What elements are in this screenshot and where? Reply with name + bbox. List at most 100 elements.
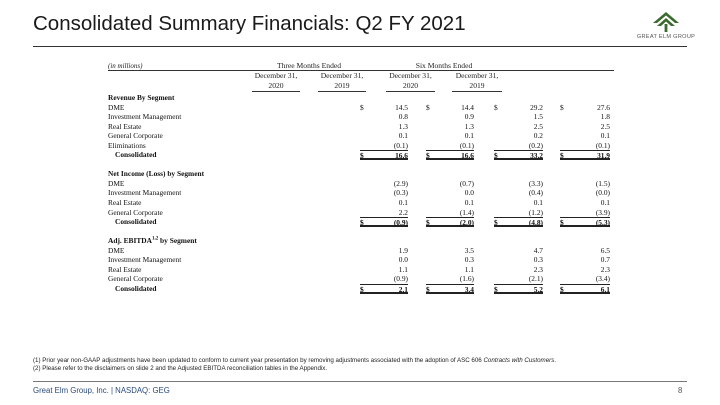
- value-cell: (1.6): [426, 274, 474, 284]
- footnote-2: (2) Please refer to the disclaimers on s…: [33, 365, 328, 373]
- value: 27.6: [597, 102, 610, 112]
- section-title: Net Income (Loss) by Segment: [108, 169, 205, 179]
- dollar-sign: $: [426, 151, 430, 161]
- value-cell: 0.8: [360, 112, 408, 122]
- value: 16.6: [461, 151, 474, 161]
- value: 2.5: [600, 121, 610, 131]
- value-cell: 2.3: [494, 265, 543, 275]
- value-cell: (0.4): [494, 188, 543, 198]
- value: (0.9): [393, 218, 408, 228]
- value: 0.7: [600, 255, 610, 265]
- value-cell: (0.2): [494, 141, 543, 151]
- value: (3.4): [595, 274, 610, 284]
- tree-logo-icon: [653, 12, 679, 32]
- row-label: Consolidated: [115, 283, 157, 293]
- table-row: Investment Management 0.8 0.9 1.5 1.8: [108, 112, 614, 122]
- value: (0.3): [393, 188, 408, 198]
- value: 3.4: [464, 284, 474, 294]
- dollar-sign: $: [360, 102, 364, 112]
- financial-table: Revenue By Segment DME $14.5 $14.4 $29.2 $27.…: [108, 93, 614, 294]
- value-cell: 1.3: [360, 122, 408, 132]
- value: (1.4): [459, 207, 474, 217]
- total-row: Consolidated $16.6 $16.6 $33.2 $31.9: [108, 150, 614, 161]
- logo-wordmark: GREAT ELM GROUP: [636, 34, 696, 40]
- table-row: DME $14.5 $14.4 $29.2 $27.6: [108, 103, 614, 113]
- footnotes: (1) Prior year non-GAAP adjustments have…: [33, 357, 556, 374]
- value-cell: 0.1: [360, 198, 408, 208]
- value: 0.0: [464, 188, 474, 198]
- value: 1.8: [600, 112, 610, 122]
- value-cell: 0.0: [426, 188, 474, 198]
- value: 31.9: [597, 151, 610, 161]
- value: (2.9): [393, 178, 408, 188]
- value-cell: $27.6: [560, 103, 610, 113]
- dollar-sign: $: [560, 284, 564, 294]
- value-cell: (0.1): [426, 141, 474, 151]
- value: 6.1: [600, 284, 610, 294]
- row-label: Eliminations: [108, 140, 146, 150]
- value-cell: (0.9): [360, 274, 408, 284]
- value-cell: (3.9): [560, 208, 610, 218]
- value: 0.1: [600, 198, 610, 208]
- value-cell: (1.5): [560, 179, 610, 189]
- value: (1.5): [595, 178, 610, 188]
- total-row: Consolidated $ (0.9) $ (2.0) $ (4.8) $ (5.3): [108, 217, 614, 228]
- dollar-sign: $: [560, 151, 564, 161]
- value-cell: 3.5: [426, 246, 474, 256]
- value-cell: 0.1: [560, 131, 610, 141]
- value-cell: (3.4): [560, 274, 610, 284]
- value-cell: (2.9): [360, 179, 408, 189]
- dollar-sign: $: [360, 218, 364, 228]
- value-cell: 1.8: [560, 112, 610, 122]
- row-label: Real Estate: [108, 264, 142, 274]
- value-cell: 1.9: [360, 246, 408, 256]
- value: 0.1: [398, 131, 408, 141]
- value: 2.3: [600, 264, 610, 274]
- value-cell: $ (2.0): [426, 217, 474, 228]
- value-cell: 0.7: [560, 255, 610, 265]
- value-cell: (0.3): [360, 188, 408, 198]
- value-cell: (1.4): [426, 208, 474, 218]
- value: (4.8): [528, 218, 543, 228]
- value: (2.0): [459, 218, 474, 228]
- dollar-sign: $: [494, 218, 498, 228]
- value: 0.9: [464, 112, 474, 122]
- total-row: Consolidated $2.1 $3.4 $5.2 $6.1: [108, 283, 614, 294]
- value-cell: $ (4.8): [494, 217, 543, 228]
- footer-divider: [33, 381, 687, 382]
- value-cell: (0.1): [360, 141, 408, 151]
- value: 0.1: [600, 131, 610, 141]
- value: 4.7: [533, 245, 543, 255]
- row-label: Investment Management: [108, 188, 182, 198]
- value: 14.5: [395, 102, 408, 112]
- value: 2.3: [533, 264, 543, 274]
- value: 2.5: [533, 121, 543, 131]
- page-title: Consolidated Summary Financials: Q2 FY 2…: [33, 12, 466, 35]
- row-label: Investment Management: [108, 255, 182, 265]
- table-row: General Corporate 0.1 0.1 0.2 0.1: [108, 131, 614, 141]
- table-row: Real Estate 1.3 1.3 2.5 2.5: [108, 122, 614, 132]
- table-row: DME (2.9) (0.7) (3.3) (1.5): [108, 179, 614, 189]
- title-divider: [33, 46, 687, 47]
- table-row: Real Estate 1.1 1.1 2.3 2.3: [108, 265, 614, 275]
- value-cell: (0.0): [560, 188, 610, 198]
- value: (5.3): [595, 218, 610, 228]
- value-cell: $14.4: [426, 103, 474, 113]
- value: 0.1: [533, 198, 543, 208]
- units-label: (in millions): [108, 62, 143, 70]
- row-label: DME: [108, 178, 125, 188]
- value-cell: $33.2: [494, 150, 543, 161]
- value-cell: 1.5: [494, 112, 543, 122]
- value: 0.0: [398, 255, 408, 265]
- value-cell: 2.5: [560, 122, 610, 132]
- value: 16.6: [395, 151, 408, 161]
- value: 1.1: [464, 264, 474, 274]
- dollar-sign: $: [426, 284, 430, 294]
- value-cell: (1.2): [494, 208, 543, 218]
- value-cell: $29.2: [494, 103, 543, 113]
- value-cell: 0.3: [426, 255, 474, 265]
- value-cell: $16.6: [426, 150, 474, 161]
- column-header: December 31, 2019: [452, 71, 502, 92]
- dollar-sign: $: [560, 218, 564, 228]
- table-row: DME 1.9 3.5 4.7 6.5: [108, 246, 614, 256]
